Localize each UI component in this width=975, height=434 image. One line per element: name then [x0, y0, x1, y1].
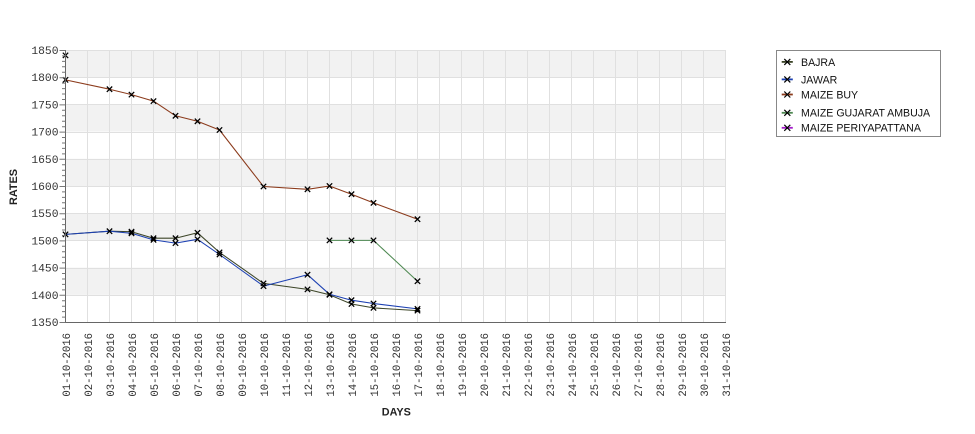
svg-text:15-10-2016: 15-10-2016 [370, 333, 382, 397]
svg-text:01-10-2016: 01-10-2016 [62, 333, 74, 397]
svg-text:05-10-2016: 05-10-2016 [150, 333, 162, 397]
svg-text:18-10-2016: 18-10-2016 [436, 333, 448, 397]
svg-text:21-10-2016: 21-10-2016 [502, 333, 514, 397]
svg-text:1400: 1400 [31, 291, 58, 303]
svg-text:03-10-2016: 03-10-2016 [106, 333, 118, 397]
svg-text:24-10-2016: 24-10-2016 [568, 333, 580, 397]
svg-text:07-10-2016: 07-10-2016 [194, 333, 206, 397]
svg-text:04-10-2016: 04-10-2016 [128, 333, 140, 397]
svg-text:1750: 1750 [31, 100, 58, 112]
svg-text:DAYS: DAYS [382, 407, 411, 419]
svg-text:1700: 1700 [31, 128, 58, 140]
svg-text:1850: 1850 [31, 46, 58, 58]
svg-text:13-10-2016: 13-10-2016 [326, 333, 338, 397]
svg-text:12-10-2016: 12-10-2016 [304, 333, 316, 397]
svg-text:09-10-2016: 09-10-2016 [238, 333, 250, 397]
svg-text:BAJRA: BAJRA [801, 57, 836, 69]
svg-text:MAIZE GUJARAT AMBUJA: MAIZE GUJARAT AMBUJA [801, 108, 931, 120]
svg-text:1350: 1350 [31, 318, 58, 330]
svg-text:22-10-2016: 22-10-2016 [524, 333, 536, 397]
svg-text:31-10-2016: 31-10-2016 [722, 333, 734, 397]
svg-text:1600: 1600 [31, 182, 58, 194]
svg-text:20-10-2016: 20-10-2016 [480, 333, 492, 397]
svg-text:30-10-2016: 30-10-2016 [700, 333, 712, 397]
svg-text:JAWAR: JAWAR [801, 74, 838, 86]
svg-text:1650: 1650 [31, 155, 58, 167]
svg-text:16-10-2016: 16-10-2016 [392, 333, 404, 397]
svg-text:10-10-2016: 10-10-2016 [260, 333, 272, 397]
svg-text:25-10-2016: 25-10-2016 [590, 333, 602, 397]
svg-text:11-10-2016: 11-10-2016 [282, 333, 294, 397]
svg-text:02-10-2016: 02-10-2016 [84, 333, 96, 397]
svg-text:29-10-2016: 29-10-2016 [678, 333, 690, 397]
svg-text:RATES: RATES [8, 169, 20, 205]
svg-text:1800: 1800 [31, 73, 58, 85]
svg-text:14-10-2016: 14-10-2016 [348, 333, 360, 397]
svg-text:1550: 1550 [31, 209, 58, 221]
svg-text:17-10-2016: 17-10-2016 [414, 333, 426, 397]
svg-text:08-10-2016: 08-10-2016 [216, 333, 228, 397]
svg-text:19-10-2016: 19-10-2016 [458, 333, 470, 397]
svg-text:1500: 1500 [31, 236, 58, 248]
svg-text:26-10-2016: 26-10-2016 [612, 333, 624, 397]
svg-text:27-10-2016: 27-10-2016 [634, 333, 646, 397]
svg-text:06-10-2016: 06-10-2016 [172, 333, 184, 397]
svg-text:1450: 1450 [31, 264, 58, 276]
svg-text:MAIZE PERIYAPATTANA: MAIZE PERIYAPATTANA [801, 123, 922, 135]
svg-text:23-10-2016: 23-10-2016 [546, 333, 558, 397]
svg-text:28-10-2016: 28-10-2016 [656, 333, 668, 397]
svg-text:MAIZE BUY: MAIZE BUY [801, 89, 858, 101]
